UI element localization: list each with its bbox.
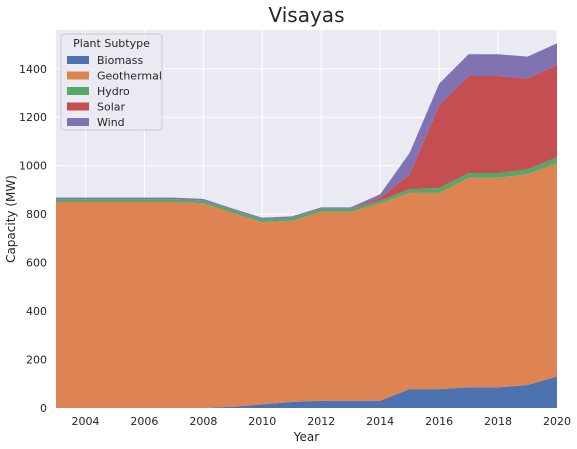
- legend-label-geothermal: Geothermal: [97, 70, 162, 83]
- legend-swatch-solar: [67, 102, 89, 111]
- x-tick-label: 2012: [307, 415, 335, 428]
- y-tick-label: 1200: [19, 111, 47, 124]
- legend-swatch-wind: [67, 118, 89, 126]
- x-tick-label: 2004: [71, 415, 99, 428]
- legend-label-wind: Wind: [97, 116, 125, 129]
- area-wind: [56, 43, 557, 220]
- y-axis-label: Capacity (MW): [4, 175, 18, 263]
- legend-title: Plant Subtype: [73, 37, 150, 50]
- area-series: [56, 43, 557, 408]
- area-geothermal: [56, 163, 557, 408]
- x-tick-label: 2008: [189, 415, 217, 428]
- legend: Plant Subtype Biomass Geothermal Hydro Sola…: [60, 33, 163, 131]
- x-tick-label: 2006: [130, 415, 158, 428]
- legend-swatch-biomass: [67, 56, 89, 64]
- x-tick-label: 2010: [248, 415, 276, 428]
- y-tick-label: 200: [26, 354, 47, 367]
- legend-label-hydro: Hydro: [97, 85, 130, 98]
- y-tick-label: 1000: [19, 160, 47, 173]
- legend-label-biomass: Biomass: [97, 54, 144, 67]
- x-axis-label: Year: [293, 430, 319, 444]
- x-axis-ticks: 2004 2006 2008 2010 2012 2014 2016 2018 2020: [71, 415, 571, 428]
- x-tick-label: 2016: [425, 415, 453, 428]
- chart-title: Visayas: [269, 3, 345, 27]
- y-axis-ticks: 0 200 400 600 800 1000 1200 1400: [19, 63, 47, 415]
- x-tick-label: 2018: [484, 415, 512, 428]
- legend-swatch-geothermal: [67, 71, 89, 80]
- y-tick-label: 600: [26, 257, 47, 270]
- area-solar: [56, 65, 557, 220]
- x-tick-label: 2014: [366, 415, 394, 428]
- x-tick-label: 2020: [543, 415, 571, 428]
- legend-label-solar: Solar: [97, 101, 126, 114]
- legend-swatch-hydro: [67, 87, 89, 95]
- y-tick-label: 1400: [19, 63, 47, 76]
- y-tick-label: 800: [26, 208, 47, 221]
- y-tick-label: 0: [40, 402, 47, 415]
- y-tick-label: 400: [26, 305, 47, 318]
- area-biomass: [56, 376, 557, 408]
